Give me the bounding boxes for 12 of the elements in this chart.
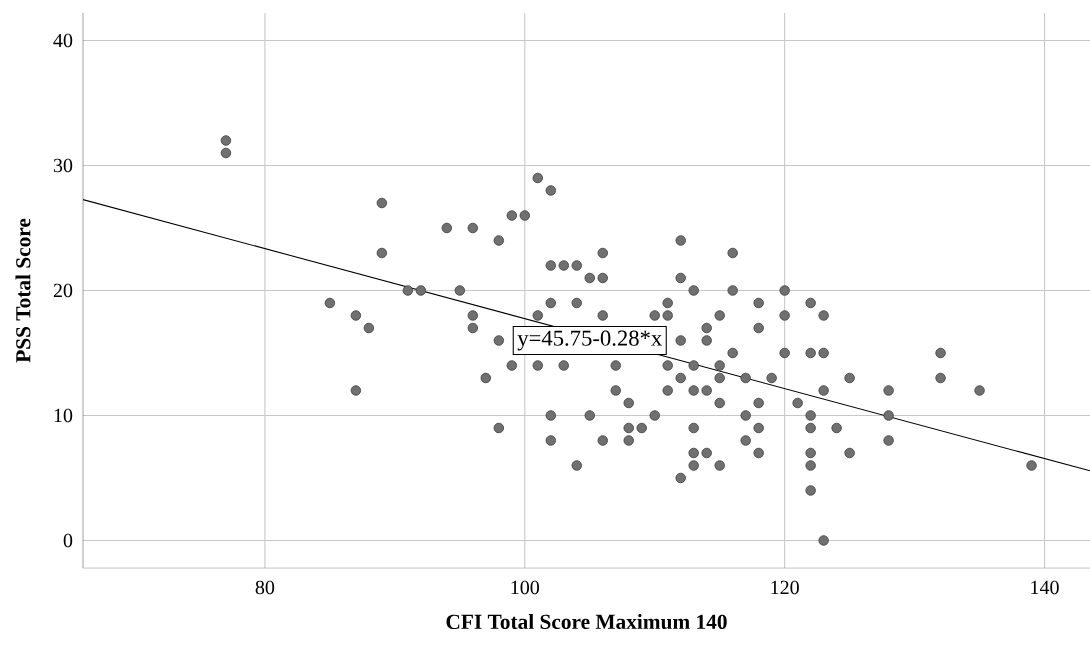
x-tick-label: 100	[511, 580, 540, 595]
annotation: y=45.75-0.28*x	[517, 330, 662, 351]
x-tick-label: 120	[771, 580, 799, 595]
y-tick-label: 40	[53, 33, 73, 48]
y-tick-label: 10	[54, 408, 73, 423]
y-tick-label: 30	[53, 158, 73, 173]
y-tick-label: 20	[53, 283, 73, 298]
y-tick-label: 0	[63, 533, 73, 548]
x-tick-label: 80	[255, 580, 275, 595]
x-axis-title: CFI Total Score Maximum 140	[446, 614, 727, 630]
y-axis-title: PSS Total Score	[15, 218, 31, 363]
x-tick-label: 140	[1031, 580, 1059, 595]
